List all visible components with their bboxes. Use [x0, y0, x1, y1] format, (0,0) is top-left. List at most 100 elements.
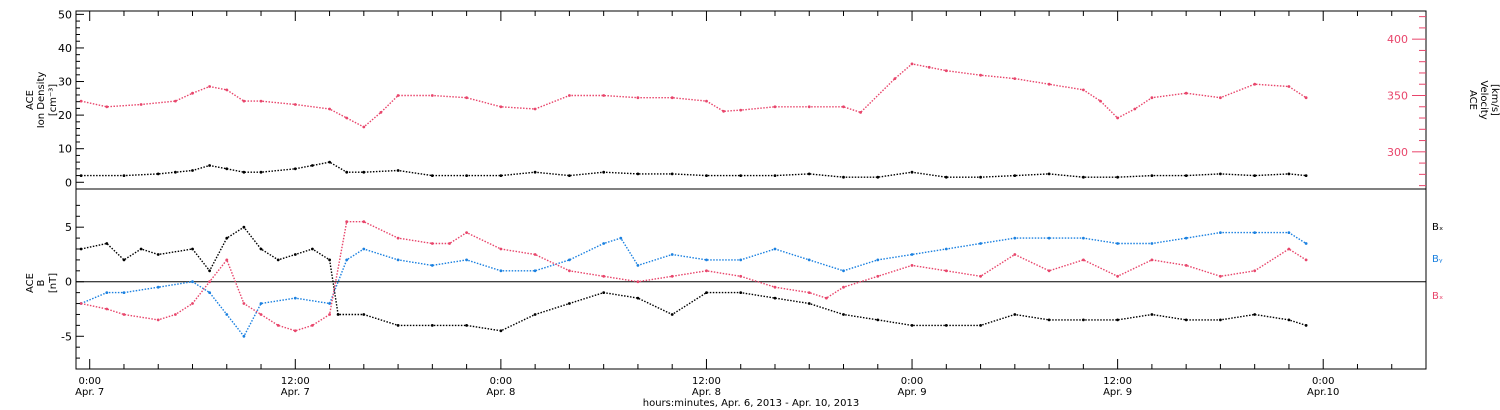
velocity-tick-label: 400: [1387, 33, 1408, 46]
bx-point: [910, 324, 914, 327]
velocity-point: [430, 94, 434, 97]
bx-point: [122, 258, 126, 262]
bz-point: [1184, 264, 1188, 267]
bz-point: [311, 324, 314, 327]
bx-point: [670, 313, 674, 316]
bz-point: [362, 220, 366, 224]
density-point: [910, 170, 914, 174]
density-point: [1082, 175, 1085, 179]
density-point: [807, 172, 811, 176]
density-label-line3: [cm⁻³]: [48, 84, 59, 116]
velocity-point: [1253, 82, 1257, 86]
bx-point: [1150, 313, 1154, 316]
density-tick-label: 0: [65, 176, 72, 189]
by-point: [1219, 231, 1222, 235]
by-point: [293, 296, 297, 300]
velocity-label-line1: ACE: [1467, 90, 1478, 110]
density-point: [944, 175, 948, 179]
density-point: [1253, 174, 1257, 178]
by-point: [396, 258, 400, 262]
velocity-point: [499, 105, 503, 109]
bz-point: [842, 285, 845, 289]
by-point: [105, 291, 109, 294]
bx-point: [1287, 318, 1291, 322]
velocity-point: [739, 108, 743, 112]
bz-point: [448, 242, 451, 245]
density-point: [465, 174, 468, 178]
density-point: [979, 175, 982, 179]
x-tick-date: Apr. 9: [897, 387, 926, 398]
x-tick-time: 12:00: [692, 376, 721, 387]
legend-by: Bᵧ: [1432, 254, 1443, 265]
density-point: [311, 164, 314, 167]
velocity-point: [910, 62, 914, 66]
by-point: [1082, 236, 1085, 240]
x-tick-date: Apr. 8: [486, 387, 515, 398]
bx-point: [944, 324, 948, 327]
bz-point: [345, 220, 349, 224]
x-tick-time: 0:00: [1312, 376, 1334, 387]
density-point: [396, 169, 400, 172]
bz-point: [276, 324, 280, 327]
density-point: [156, 172, 160, 176]
bz-point: [568, 269, 571, 273]
bx-point: [311, 247, 314, 251]
by-point: [944, 247, 948, 251]
bz-point: [739, 274, 743, 278]
bz-point: [79, 302, 83, 305]
velocity-point: [1082, 88, 1085, 92]
density-tick-label: 30: [58, 76, 72, 89]
bx-point: [876, 318, 880, 322]
bz-point: [825, 296, 828, 300]
by-point: [1287, 231, 1291, 235]
by-point: [773, 247, 777, 251]
velocity-point: [139, 103, 143, 106]
bz-point: [670, 274, 674, 278]
by-point: [242, 334, 246, 338]
bx-point: [208, 269, 212, 273]
x-tick-time: 0:00: [78, 376, 100, 387]
density-tick-label: 40: [58, 42, 72, 55]
velocity-axis-label: ACE Velocity [km/s]: [1467, 80, 1500, 119]
bz-series-line: [80, 220, 1307, 332]
by-point: [619, 236, 623, 240]
velocity-point: [927, 65, 931, 69]
by-point: [842, 269, 845, 273]
bx-point: [105, 242, 109, 245]
bx-point: [979, 324, 982, 327]
density-point: [1150, 174, 1154, 178]
by-point: [979, 242, 982, 245]
by-point: [1047, 236, 1051, 240]
velocity-point: [362, 125, 366, 129]
by-point: [670, 253, 674, 256]
bx-point: [259, 247, 263, 251]
bx-point: [396, 324, 400, 327]
density-point: [499, 174, 503, 178]
bz-point: [807, 291, 811, 294]
bx-point: [1304, 324, 1308, 327]
bx-point: [1184, 318, 1188, 322]
bz-point: [293, 329, 297, 333]
by-point: [636, 264, 640, 267]
bz-point: [225, 258, 229, 262]
density-axis-label: ACE Ion Density [cm⁻³]: [25, 72, 59, 129]
b-tick-label: 5: [65, 221, 72, 234]
density-point: [208, 164, 212, 167]
velocity-point: [859, 111, 862, 114]
bx-point: [842, 313, 845, 316]
by-point: [225, 313, 229, 316]
bx-point: [807, 302, 811, 305]
velocity-tick-label: 350: [1387, 89, 1408, 102]
x-tick-date: Apr. 8: [692, 387, 721, 398]
x-tick-date: Apr. 9: [1103, 387, 1132, 398]
bx-point: [293, 253, 297, 256]
bz-point: [259, 313, 263, 316]
velocity-point: [705, 99, 708, 103]
bx-point: [225, 236, 229, 240]
by-point: [345, 258, 349, 262]
by-point: [259, 302, 263, 305]
bz-point: [174, 313, 177, 316]
b-legend: Bₓ Bᵧ Bₓ: [1432, 222, 1443, 302]
